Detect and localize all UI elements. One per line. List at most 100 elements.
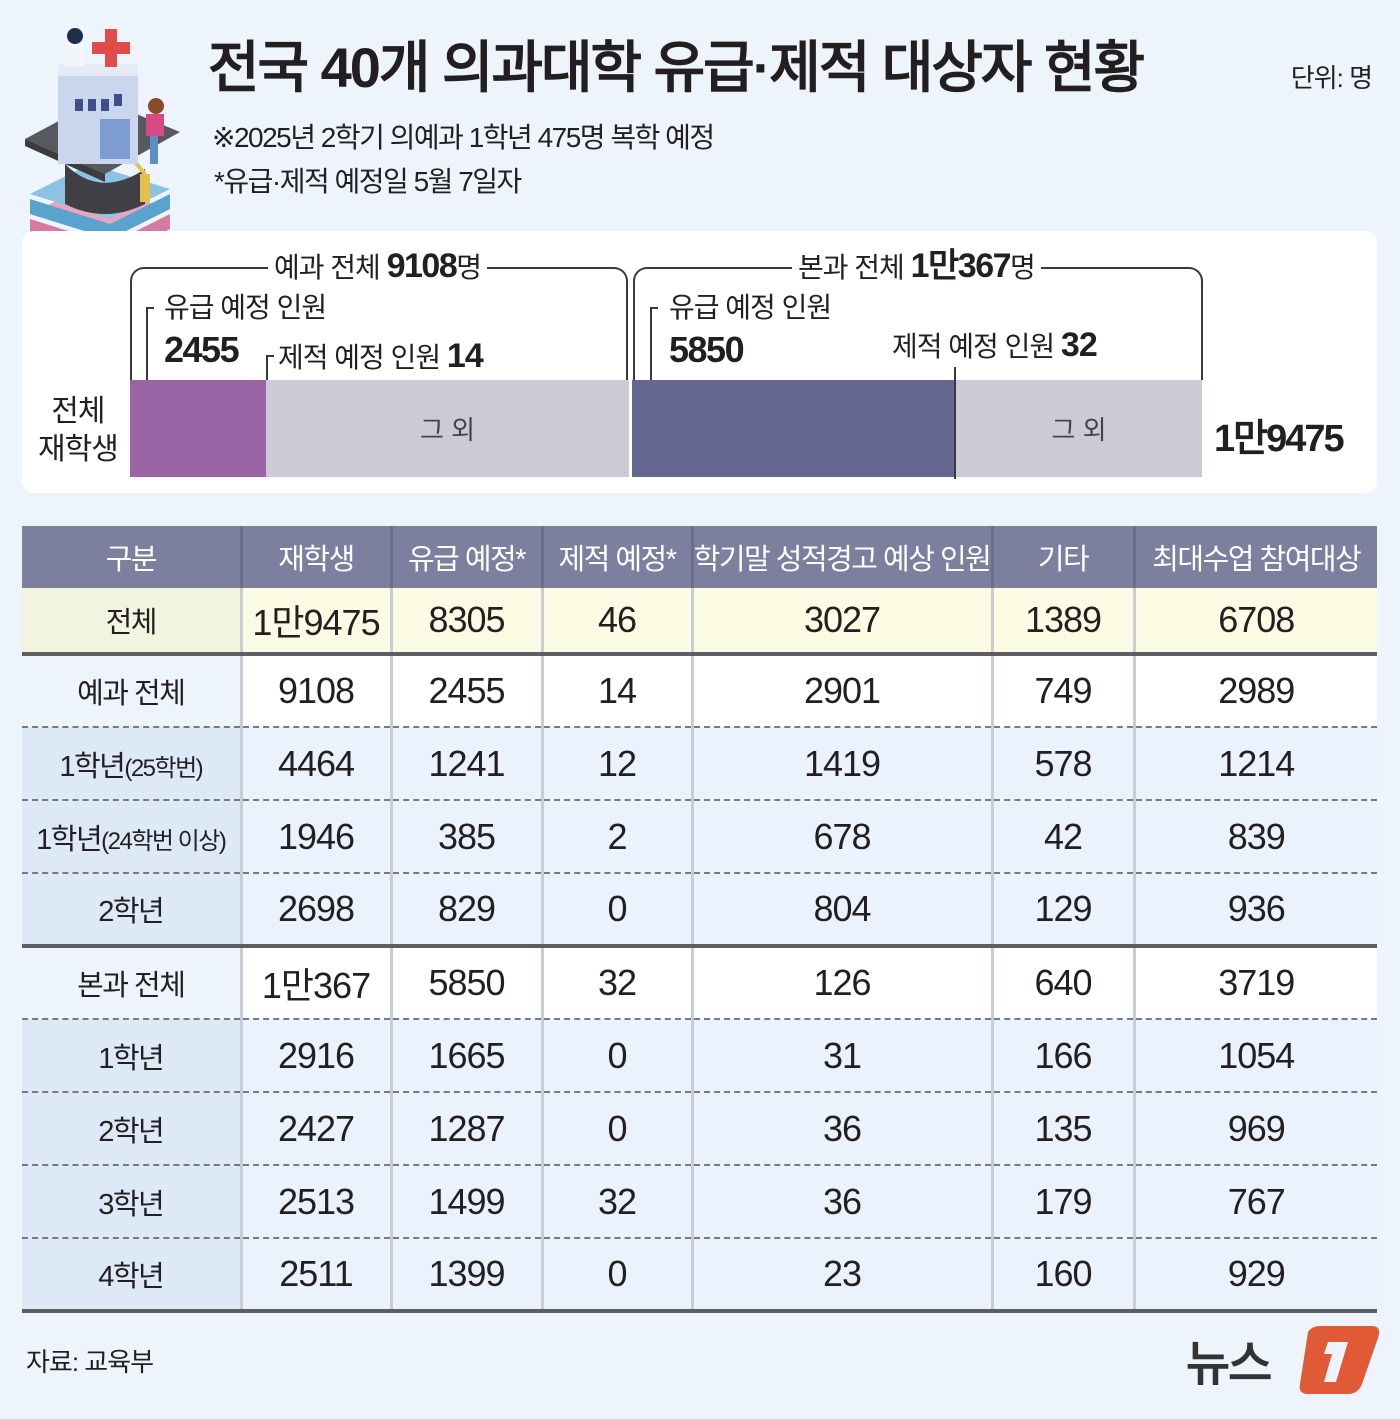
news1-logo-icon: 뉴스 <box>1186 1326 1380 1394</box>
main-repeat-label: 유급 예정 인원 <box>669 292 832 323</box>
cell-max-class: 839 <box>1134 800 1377 874</box>
table-row-total: 전체 1만9475 8305 46 3027 1389 6708 <box>22 588 1377 656</box>
table-row: 1학년 2916 1665 0 31 166 1054 <box>22 1019 1377 1093</box>
table-row: 1학년(25학번) 4464 1241 12 1419 578 1214 <box>22 727 1377 801</box>
cell-max-class: 3719 <box>1134 946 1377 1020</box>
main-expel-callout-line <box>954 367 956 479</box>
table-row-main-total: 본과 전체 1만367 5850 32 126 640 3719 <box>22 946 1377 1020</box>
cell-warning: 3027 <box>692 588 994 656</box>
cell-expel: 0 <box>542 1092 694 1166</box>
cell-enrolled: 2513 <box>241 1165 393 1239</box>
table-row: 2학년 2698 829 0 804 129 936 <box>22 873 1377 948</box>
cell-repeat: 2455 <box>391 654 544 728</box>
bar-segment-premed-repeat <box>130 380 266 477</box>
main-expel-label: 제적 예정 인원 32 <box>892 326 1098 364</box>
cell-warning: 2901 <box>692 654 994 728</box>
premed-expel-callout-line <box>266 355 274 380</box>
cell-expel: 46 <box>542 588 694 656</box>
cell-repeat: 5850 <box>391 946 544 1020</box>
cell-repeat: 8305 <box>391 588 544 656</box>
col-header-expel: 제적 예정* <box>542 526 694 588</box>
cell-category: 2학년 <box>22 873 243 948</box>
cell-expel: 0 <box>542 873 694 948</box>
bar-segment-main-repeat <box>632 380 954 477</box>
table-row: 3학년 2513 1499 32 36 179 767 <box>22 1165 1377 1239</box>
cell-enrolled: 1만9475 <box>241 588 393 656</box>
cell-other: 160 <box>992 1238 1136 1313</box>
cell-warning: 36 <box>692 1165 994 1239</box>
source-label: 자료: 교육부 <box>26 1347 154 1377</box>
premed-repeat-label: 유급 예정 인원 <box>164 292 327 323</box>
cell-max-class: 6708 <box>1134 588 1377 656</box>
cell-other: 1389 <box>992 588 1136 656</box>
cell-category: 1학년 <box>22 1019 243 1093</box>
cell-category: 1학년(24학번 이상) <box>22 800 243 874</box>
cell-warning: 678 <box>692 800 994 874</box>
col-header-category: 구분 <box>22 526 243 588</box>
cell-warning: 804 <box>692 873 994 948</box>
cell-other: 640 <box>992 946 1136 1020</box>
cell-max-class: 2989 <box>1134 654 1377 728</box>
cell-other: 578 <box>992 727 1136 801</box>
table-row: 1학년(24학번 이상) 1946 385 2 678 42 839 <box>22 800 1377 874</box>
cell-repeat: 1499 <box>391 1165 544 1239</box>
note-date: *유급·제적 예정일 5월 7일자 <box>214 166 522 197</box>
cell-expel: 0 <box>542 1019 694 1093</box>
cell-enrolled: 1만367 <box>241 946 393 1020</box>
col-header-max-class: 최대수업 참여대상 <box>1134 526 1377 588</box>
cell-other: 42 <box>992 800 1136 874</box>
cell-category: 전체 <box>22 588 243 656</box>
bar-total-value: 1만9475 <box>1214 418 1345 460</box>
premed-repeat-callout-line <box>146 307 154 380</box>
premed-repeat-value: 2455 <box>164 329 240 370</box>
cell-expel: 12 <box>542 727 694 801</box>
page-title: 전국 40개 의과대학 유급·제적 대상자 현황 <box>208 36 1145 99</box>
cell-expel: 0 <box>542 1238 694 1313</box>
cell-other: 135 <box>992 1092 1136 1166</box>
cell-enrolled: 2698 <box>241 873 393 948</box>
cell-repeat: 385 <box>391 800 544 874</box>
svg-text:뉴스: 뉴스 <box>1186 1336 1271 1392</box>
cell-other: 129 <box>992 873 1136 948</box>
bar-segment-premed-other: 그 외 <box>266 380 629 477</box>
col-header-repeat: 유급 예정* <box>391 526 544 588</box>
cell-enrolled: 1946 <box>241 800 393 874</box>
cell-other: 749 <box>992 654 1136 728</box>
cell-category: 3학년 <box>22 1165 243 1239</box>
unit-label: 단위: 명 <box>1290 63 1373 93</box>
stacked-bar-panel: 예과 전체 9108명 본과 전체 1만367명 유급 예정 인원 2455 제… <box>22 231 1377 493</box>
cell-enrolled: 2427 <box>241 1092 393 1166</box>
cell-repeat: 1241 <box>391 727 544 801</box>
cell-max-class: 767 <box>1134 1165 1377 1239</box>
premed-bracket-label: 예과 전체 9108명 <box>268 249 488 285</box>
cell-warning: 31 <box>692 1019 994 1093</box>
cell-warning: 1419 <box>692 727 994 801</box>
cell-enrolled: 9108 <box>241 654 393 728</box>
cell-max-class: 929 <box>1134 1238 1377 1313</box>
cell-repeat: 1665 <box>391 1019 544 1093</box>
cell-expel: 32 <box>542 946 694 1020</box>
cell-expel: 2 <box>542 800 694 874</box>
main-repeat-value: 5850 <box>669 329 745 370</box>
bar-row-label: 전체 재학생 <box>38 395 119 466</box>
cell-max-class: 1054 <box>1134 1019 1377 1093</box>
cell-enrolled: 2511 <box>241 1238 393 1313</box>
cell-expel: 14 <box>542 654 694 728</box>
premed-expel-label: 제적 예정 인원 14 <box>278 337 484 375</box>
cell-other: 179 <box>992 1165 1136 1239</box>
cell-expel: 32 <box>542 1165 694 1239</box>
col-header-other: 기타 <box>992 526 1136 588</box>
cell-enrolled: 4464 <box>241 727 393 801</box>
data-table: 구분 재학생 유급 예정* 제적 예정* 학기말 성적경고 예상 인원 기타 최… <box>22 526 1377 1313</box>
col-header-enrolled: 재학생 <box>241 526 393 588</box>
note-return: ※2025년 2학기 의예과 1학년 475명 복학 예정 <box>212 122 715 153</box>
bar-segment-main-other: 그 외 <box>956 380 1202 477</box>
cell-category: 본과 전체 <box>22 946 243 1020</box>
cell-repeat: 829 <box>391 873 544 948</box>
cell-warning: 36 <box>692 1092 994 1166</box>
main-repeat-callout-line <box>650 307 658 380</box>
cell-repeat: 1287 <box>391 1092 544 1166</box>
cell-repeat: 1399 <box>391 1238 544 1313</box>
cell-enrolled: 2916 <box>241 1019 393 1093</box>
cell-other: 166 <box>992 1019 1136 1093</box>
